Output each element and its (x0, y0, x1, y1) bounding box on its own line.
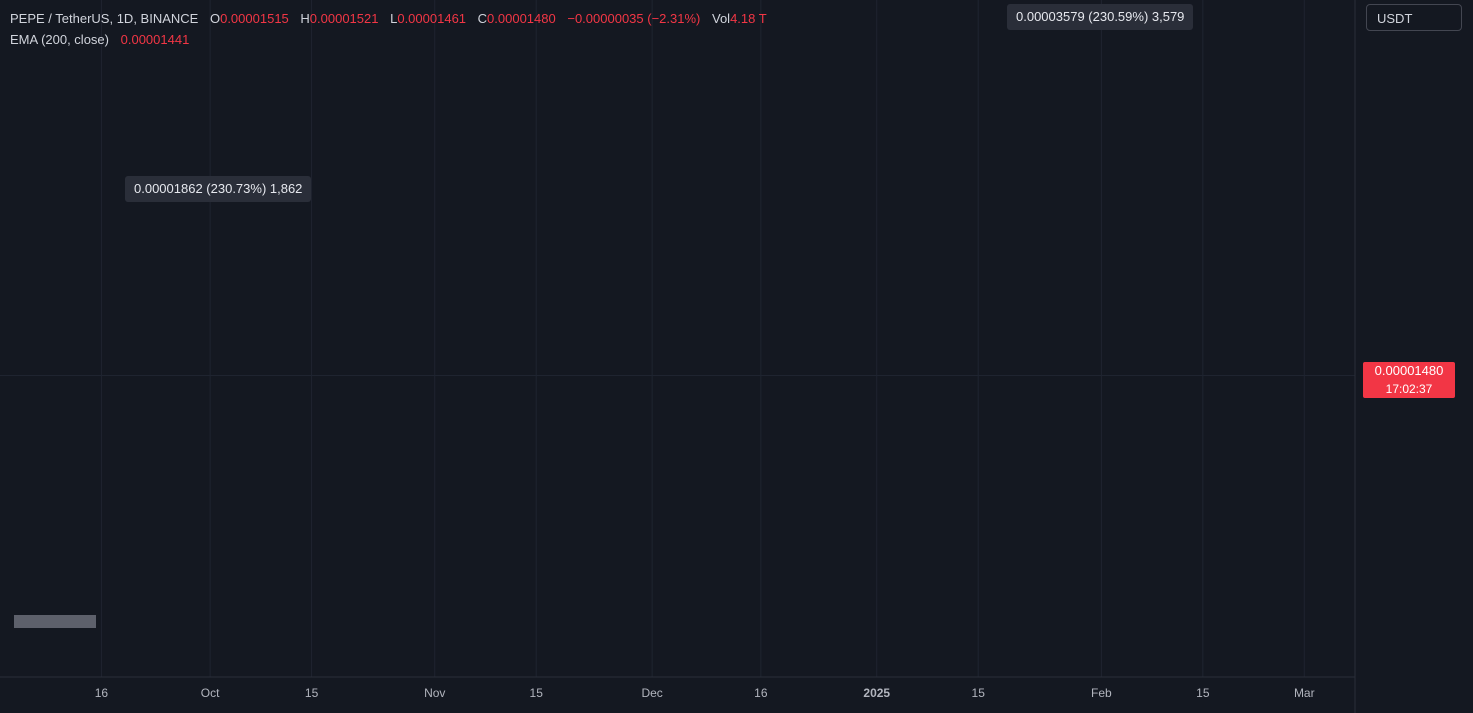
x-tick-label: Nov (424, 686, 445, 700)
ohlc-row: PEPE / TetherUS, 1D, BINANCE O0.00001515… (10, 8, 767, 29)
x-tick-label: 16 (95, 686, 109, 700)
open-value: 0.00001515 (220, 11, 289, 26)
x-tick-label: 15 (530, 686, 544, 700)
low-value: 0.00001461 (397, 11, 467, 26)
high-value: 0.00001521 (309, 11, 379, 26)
x-tick-label: 15 (305, 686, 319, 700)
last-price-value: 0.00001480 (1374, 363, 1444, 378)
measure-label-2: 0.00003579 (230.59%) 3,579 (1007, 4, 1194, 30)
close-value: 0.00001480 (487, 11, 556, 26)
bar-countdown: 17:02:37 (1385, 382, 1433, 396)
low-label: L (390, 11, 398, 26)
measure-label-1: 0.00001862 (230.73%) 1,862 (125, 176, 312, 202)
x-tick-label: Mar (1294, 686, 1315, 700)
symbol-label[interactable]: PEPE / TetherUS, 1D, BINANCE (10, 11, 199, 26)
ema-row[interactable]: EMA (200, close) 0.00001441 (10, 29, 767, 50)
close-label: C (477, 11, 488, 26)
currency-button[interactable]: USDT (1366, 4, 1462, 31)
volume-label: Vol (711, 11, 731, 26)
x-tick-label: Dec (641, 686, 662, 700)
x-tick-label: 16 (754, 686, 768, 700)
volume-toggle[interactable] (14, 615, 96, 628)
x-tick-label: 15 (972, 686, 986, 700)
volume-value: 4.18 T (730, 11, 767, 26)
x-tick-label: 15 (1196, 686, 1210, 700)
x-tick-label: Feb (1091, 686, 1112, 700)
open-label: O (209, 11, 221, 26)
high-label: H (300, 11, 310, 26)
last-price-label: 0.00001480 17:02:37 (1363, 362, 1455, 398)
change-value: −0.00000035 (−2.31%) (567, 11, 701, 26)
x-tick-label: Oct (201, 686, 220, 700)
chart-legend: PEPE / TetherUS, 1D, BINANCE O0.00001515… (10, 8, 767, 50)
ema-value: 0.00001441 (120, 32, 190, 47)
x-tick-label: 2025 (863, 686, 890, 700)
ema-label: EMA (200, close) (10, 32, 109, 47)
